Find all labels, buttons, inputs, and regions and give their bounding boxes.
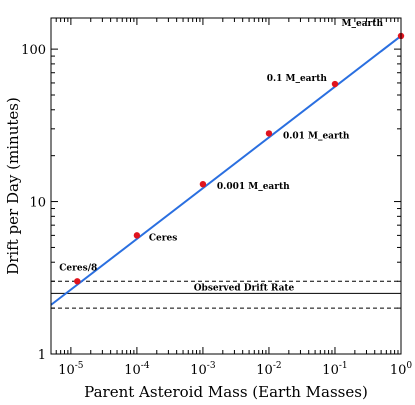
point-label: Ceres [149,233,177,243]
data-point [265,130,273,137]
reference-labels: Observed Drift Rate [194,283,295,293]
x-tick-label: 10-2 [256,361,281,378]
point-label: 0.001 M_earth [217,182,290,192]
y-tick-label: 10 [29,196,46,211]
x-tick-label: 100 [390,361,413,378]
x-tick-labels: 10-5 10-4 10-3 10-2 10-1 100 [58,361,412,378]
point-label: M_earth [342,19,384,29]
x-tick-label: 10-4 [124,361,150,378]
data-point [74,278,81,285]
x-tick-label: 10-1 [322,361,347,378]
point-labels: Ceres/8 Ceres 0.001 M_earth 0.01 M_earth 0.1… [59,19,383,273]
data-point [199,180,207,188]
point-label: 0.01 M_earth [283,131,350,141]
y-tick-label: 100 [21,43,46,58]
plot-frame [50,17,402,355]
data-points [74,32,405,285]
y-tick-labels: 1 10 100 [21,43,46,363]
x-tick-label: 10-5 [58,361,84,378]
y-axis-title: Drift per Day (minutes) [4,97,22,275]
data-point [133,232,141,239]
data-point [331,80,339,88]
point-label: 0.1 M_earth [267,74,328,84]
y-tick-label: 1 [38,348,46,363]
observed-drift-label: Observed Drift Rate [194,283,295,293]
point-label: Ceres/8 [59,263,97,273]
x-axis-title: Parent Asteroid Mass (Earth Masses) [84,383,368,401]
reference-lines [51,280,401,309]
x-tick-label: 10-3 [190,361,216,378]
fit-line [50,35,402,306]
